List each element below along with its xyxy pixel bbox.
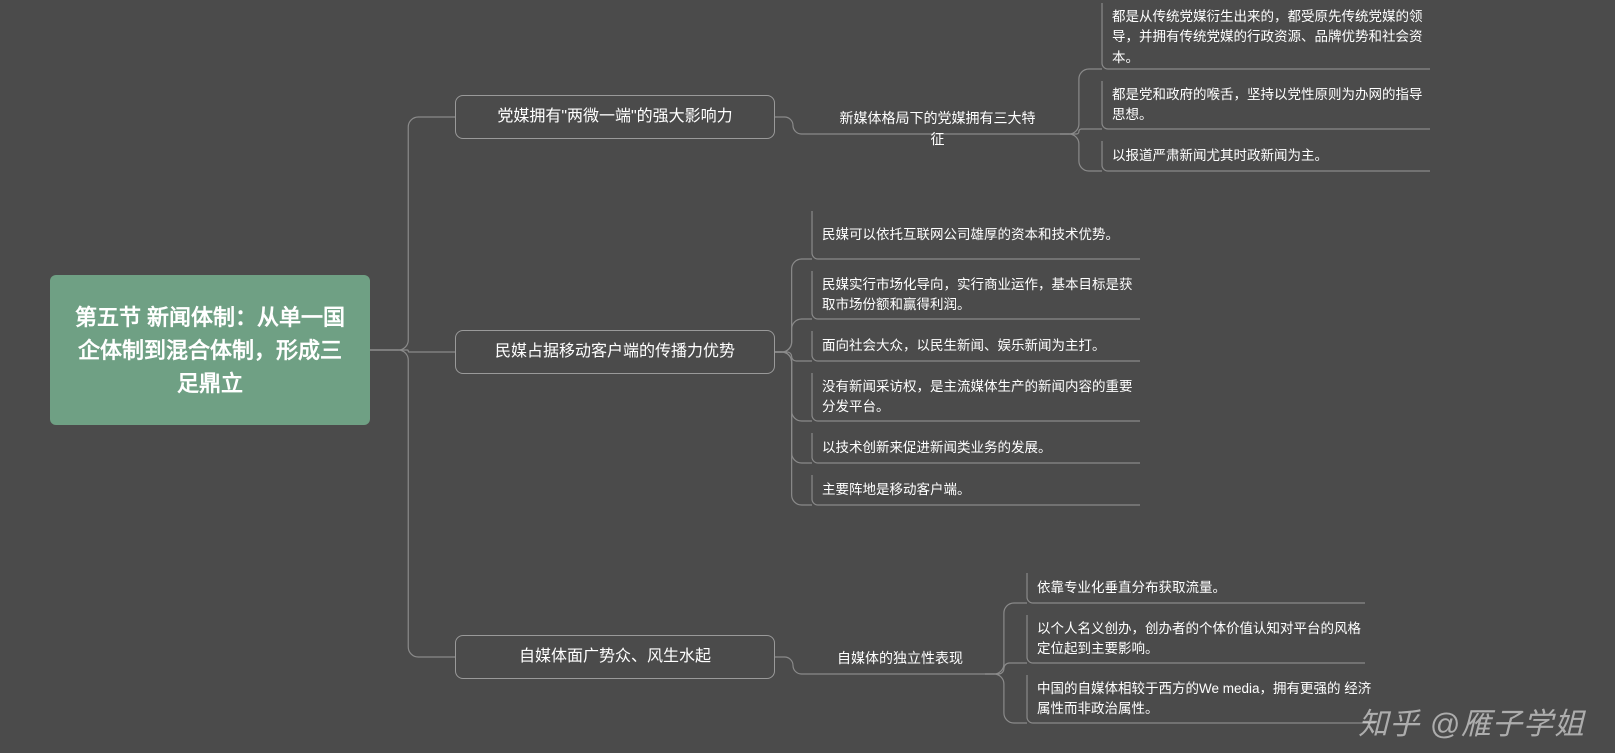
- leaf-node-0-0-1-label: 都是党和政府的喉舌，坚持以党性原则为办网的指导思想。: [1112, 85, 1430, 126]
- leaf-node-1-0-2-label: 面向社会大众，以民生新闻、娱乐新闻为主打。: [822, 336, 1106, 356]
- leaf-node-1-0-1-label: 民媒实行市场化导向，实行商业运作，基本目标是获取市场份额和赢得利润。: [822, 275, 1140, 316]
- branch-node-1[interactable]: 民媒占据移动客户端的传播力优势: [455, 330, 775, 374]
- root-node[interactable]: 第五节 新闻体制：从单一国企体制到混合体制，形成三足鼎立: [50, 275, 370, 425]
- mindmap-canvas: 第五节 新闻体制：从单一国企体制到混合体制，形成三足鼎立 党媒拥有"两微一端"的强…: [0, 0, 1615, 753]
- mid-node-2-0-label: 自媒体的独立性表现: [837, 648, 963, 669]
- leaf-node-0-0-0-label: 都是从传统党媒衍生出来的，都受原先传统党媒的领导，并拥有传统党媒的行政资源、品牌…: [1112, 7, 1430, 68]
- mid-node-2-0[interactable]: 自媒体的独立性表现: [815, 640, 985, 677]
- branch-node-0[interactable]: 党媒拥有"两微一端"的强大影响力: [455, 95, 775, 139]
- leaf-node-2-0-2-label: 中国的自媒体相较于西方的We media，拥有更强的 经济属性而非政治属性。: [1037, 679, 1375, 720]
- leaf-node-0-0-2-label: 以报道严肃新闻尤其时政新闻为主。: [1112, 146, 1328, 166]
- leaf-node-0-0-0[interactable]: 都是从传统党媒衍生出来的，都受原先传统党媒的领导，并拥有传统党媒的行政资源、品牌…: [1110, 5, 1430, 70]
- leaf-node-1-0-5[interactable]: 主要阵地是移动客户端。: [820, 477, 1140, 503]
- leaf-node-1-0-0-label: 民媒可以依托互联网公司雄厚的资本和技术优势。: [822, 225, 1119, 245]
- leaf-node-1-0-0[interactable]: 民媒可以依托互联网公司雄厚的资本和技术优势。: [820, 213, 1140, 257]
- leaf-node-2-0-2[interactable]: 中国的自媒体相较于西方的We media，拥有更强的 经济属性而非政治属性。: [1035, 677, 1375, 722]
- leaf-node-1-0-2[interactable]: 面向社会大众，以民生新闻、娱乐新闻为主打。: [820, 333, 1140, 359]
- leaf-node-2-0-1-label: 以个人名义创办，创办者的个体价值认知对平台的风格定位起到主要影响。: [1037, 619, 1365, 660]
- leaf-node-2-0-0[interactable]: 依靠专业化垂直分布获取流量。: [1035, 575, 1365, 601]
- leaf-node-1-0-4[interactable]: 以技术创新来促进新闻类业务的发展。: [820, 435, 1140, 461]
- leaf-node-0-0-1[interactable]: 都是党和政府的喉舌，坚持以党性原则为办网的指导思想。: [1110, 83, 1430, 128]
- leaf-node-1-0-3-label: 没有新闻采访权，是主流媒体生产的新闻内容的重要分发平台。: [822, 377, 1140, 418]
- mid-node-0-0-label: 新媒体格局下的党媒拥有三大特征: [833, 108, 1042, 150]
- branch-node-0-label: 党媒拥有"两微一端"的强大影响力: [497, 105, 732, 129]
- branch-node-2[interactable]: 自媒体面广势众、风生水起: [455, 635, 775, 679]
- leaf-node-2-0-0-label: 依靠专业化垂直分布获取流量。: [1037, 578, 1226, 598]
- branch-node-1-label: 民媒占据移动客户端的传播力优势: [495, 340, 735, 364]
- leaf-node-2-0-1[interactable]: 以个人名义创办，创办者的个体价值认知对平台的风格定位起到主要影响。: [1035, 617, 1365, 662]
- leaf-node-1-0-3[interactable]: 没有新闻采访权，是主流媒体生产的新闻内容的重要分发平台。: [820, 375, 1140, 420]
- leaf-node-1-0-4-label: 以技术创新来促进新闻类业务的发展。: [822, 438, 1052, 458]
- leaf-node-0-0-2[interactable]: 以报道严肃新闻尤其时政新闻为主。: [1110, 143, 1430, 169]
- leaf-node-1-0-5-label: 主要阵地是移动客户端。: [822, 480, 971, 500]
- branch-node-2-label: 自媒体面广势众、风生水起: [519, 645, 711, 669]
- root-node-label: 第五节 新闻体制：从单一国企体制到混合体制，形成三足鼎立: [74, 301, 346, 400]
- mid-node-0-0[interactable]: 新媒体格局下的党媒拥有三大特征: [815, 100, 1060, 158]
- leaf-node-1-0-1[interactable]: 民媒实行市场化导向，实行商业运作，基本目标是获取市场份额和赢得利润。: [820, 273, 1140, 318]
